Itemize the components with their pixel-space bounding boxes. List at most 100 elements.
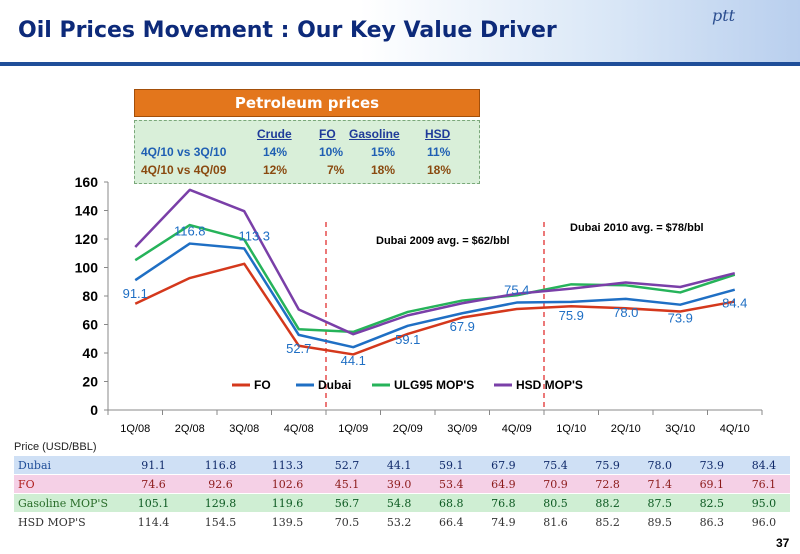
y-tick-label: 40 [82, 345, 98, 361]
col-header-gasoline: Gasoline [349, 127, 400, 141]
data-table-cell: 96.0 [737, 512, 790, 532]
data-label: 116.8 [174, 224, 206, 239]
data-table-cell: 80.5 [529, 493, 582, 513]
legend-label: Dubai [318, 378, 351, 392]
legend-label: FO [254, 378, 271, 392]
price-data-table: Dubai 91.1 116.8 113.3 52.7 44.1 59.1 67.9 75.4 7… [14, 456, 790, 532]
data-table-cell: 39.0 [373, 474, 426, 494]
y-tick-label: 0 [90, 402, 98, 418]
y-tick-labels: 0 20 40 60 80 100 120 140 160 [75, 174, 99, 418]
data-table-cell: 53.2 [373, 512, 426, 532]
cell-qoq-gasoline: 15% [371, 145, 396, 159]
data-table-cell: 76.8 [477, 493, 530, 513]
y-tick-label: 20 [82, 374, 98, 390]
x-tick-label: 3Q/08 [229, 423, 259, 435]
legend-label: ULG95 MOP'S [394, 378, 474, 392]
series-line-ulg95-mop-s [134, 223, 736, 334]
data-table-cell: 75.4 [529, 456, 582, 475]
data-label: 113.3 [238, 229, 270, 244]
data-table-cell: 76.1 [737, 474, 790, 494]
data-table-cell: 85.2 [581, 512, 634, 532]
series-line-fo [134, 262, 735, 356]
x-tick-label: 4Q/08 [284, 423, 314, 435]
row-label-qoq: 4Q/10 vs 3Q/10 [141, 145, 227, 159]
data-table-row-label: HSD MOP'S [14, 512, 120, 532]
dubai-data-labels: 91.1 116.8 113.3 52.7 44.1 59.1 67.9 75.4 75.9 78… [123, 224, 748, 369]
cell-qoq-hsd: 11% [427, 145, 451, 159]
data-label: 84.4 [722, 296, 747, 311]
data-table-cell: 89.5 [633, 512, 686, 532]
data-table-row-label: Dubai [14, 456, 120, 475]
data-table-cell: 72.8 [581, 474, 634, 494]
cell-qoq-crude: 14% [263, 145, 288, 159]
y-tick-label: 160 [75, 174, 99, 190]
cell-yoy-crude: 12% [263, 163, 288, 177]
chart-legend: FO Dubai ULG95 MOP'S HSD MOP'S [232, 378, 583, 392]
y-tick-label: 120 [75, 231, 99, 247]
data-table-cell: 102.6 [254, 474, 321, 494]
data-table-unit-label: Price (USD/BBL) [14, 441, 97, 453]
x-tick-label: 4Q/10 [720, 423, 750, 435]
data-table-cell: 69.1 [685, 474, 738, 494]
data-label: 59.1 [395, 332, 420, 347]
page-number: 37 [776, 536, 790, 550]
data-table-cell: 68.8 [425, 493, 478, 513]
data-label: 91.1 [123, 286, 148, 301]
data-table-cell: 88.2 [581, 493, 634, 513]
data-table-cell: 139.5 [254, 512, 321, 532]
data-table-row: Dubai 91.1 116.8 113.3 52.7 44.1 59.1 67.9 75.4 7… [14, 456, 790, 475]
data-table-cell: 86.3 [685, 512, 738, 532]
data-table-cell: 95.0 [737, 493, 790, 513]
data-table-cell: 59.1 [425, 456, 478, 475]
data-table-cell: 87.5 [633, 493, 686, 513]
annotation-dubai-2010: Dubai 2010 avg. = $78/bbl [570, 222, 704, 234]
data-table-cell: 52.7 [321, 456, 374, 475]
petroleum-banner: Petroleum prices [134, 89, 480, 117]
data-table-cell: 82.5 [685, 493, 738, 513]
series-line-hsd-mop-s [134, 188, 736, 336]
oil-price-line-chart: 0 20 40 60 80 100 120 140 160 1Q/08 2Q/08 3Q/08 4Q/… [75, 174, 763, 435]
cell-yoy-hsd: 18% [427, 163, 452, 177]
data-table-row: HSD MOP'S 114.4 154.5 139.5 70.5 53.2 66.4 74.9… [14, 512, 790, 532]
data-table-cell: 67.9 [477, 456, 530, 475]
x-tick-label: 3Q/10 [665, 423, 695, 435]
data-table-cell: 64.9 [477, 474, 530, 494]
data-table-cell: 56.7 [321, 493, 374, 513]
x-tick-label: 1Q/10 [556, 423, 586, 435]
year-divider-lines [325, 222, 545, 410]
data-label: 75.4 [504, 283, 529, 298]
data-table-row-label: Gasoline MOP'S [14, 493, 120, 513]
series-line-dubai [134, 242, 736, 349]
data-table-cell: 74.6 [120, 474, 187, 494]
y-tick-label: 140 [75, 203, 99, 219]
data-table-cell: 81.6 [529, 512, 582, 532]
data-label: 44.1 [341, 353, 366, 368]
row-label-yoy: 4Q/10 vs 4Q/09 [141, 163, 227, 177]
data-table-cell: 54.8 [373, 493, 426, 513]
data-label: 73.9 [668, 311, 693, 326]
x-tick-label: 1Q/09 [338, 423, 368, 435]
annotation-dubai-2009: Dubai 2009 avg. = $62/bbl [376, 235, 510, 247]
data-table-cell: 71.4 [633, 474, 686, 494]
x-tick-label: 2Q/10 [611, 423, 641, 435]
x-tick-label: 3Q/09 [447, 423, 477, 435]
data-label: 78.0 [613, 305, 638, 320]
col-header-crude: Crude [257, 127, 292, 141]
cell-yoy-gasoline: 18% [371, 163, 396, 177]
data-table-row: FO 74.6 92.6 102.6 45.1 39.0 53.4 64.9 70.9 72.8 7… [14, 474, 790, 494]
x-tick-label: 4Q/09 [502, 423, 532, 435]
data-table-cell: 105.1 [120, 493, 187, 513]
data-table-cell: 84.4 [737, 456, 790, 475]
y-tick-label: 80 [82, 288, 98, 304]
x-tick-labels: 1Q/08 2Q/08 3Q/08 4Q/08 1Q/09 2Q/09 3Q/09 4Q/09… [120, 423, 749, 435]
x-tick-label: 1Q/08 [120, 423, 150, 435]
col-header-hsd: HSD [425, 127, 451, 141]
y-tick-label: 60 [82, 317, 98, 333]
chart-axes [104, 181, 763, 415]
data-table-cell: 45.1 [321, 474, 374, 494]
y-tick-label: 100 [75, 260, 99, 276]
data-label: 52.7 [286, 341, 311, 356]
col-header-fo: FO [319, 127, 336, 141]
data-table-cell: 66.4 [425, 512, 478, 532]
data-label: 67.9 [450, 319, 475, 334]
